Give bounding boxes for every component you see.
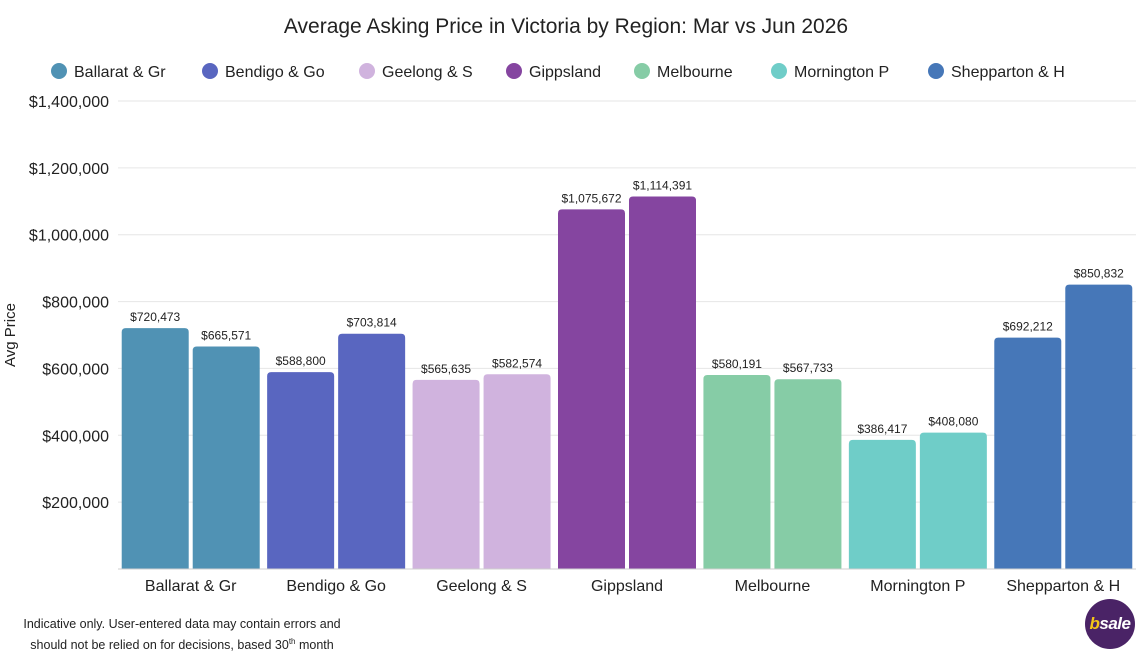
data-label: $580,191 <box>712 357 762 371</box>
x-tick-label: Melbourne <box>735 578 811 595</box>
data-label: $567,733 <box>783 361 833 375</box>
x-tick-label: Gippsland <box>591 578 663 595</box>
legend-marker <box>634 63 650 79</box>
bar-bendigo-and-go-mar <box>267 372 335 569</box>
legend-item-gippsland: Gippsland <box>506 63 601 81</box>
data-label: $692,212 <box>1003 320 1053 334</box>
data-labels: $720,473 $665,571 $588,800 $703,814 $565,635… <box>130 178 1124 435</box>
bar-shepparton-and-h-mar <box>994 337 1062 569</box>
legend-item-shepparton-and-h: Shepparton & H <box>928 63 1065 81</box>
data-label: $703,814 <box>347 316 397 330</box>
legend-marker <box>928 63 944 79</box>
bar-shepparton-and-h-jun <box>1065 284 1133 569</box>
y-tick-label: $1,000,000 <box>29 228 109 245</box>
legend-label: Gippsland <box>529 64 601 81</box>
y-tick-label: $600,000 <box>42 361 109 378</box>
x-tick-label: Ballarat & Gr <box>145 578 237 595</box>
bar-geelong-and-s-jun <box>483 374 551 569</box>
y-tick-label: $1,400,000 <box>29 94 109 111</box>
legend-item-geelong-and-s: Geelong & S <box>359 63 473 81</box>
bar-bendigo-and-go-jun <box>338 333 406 569</box>
y-axis-label: Avg Price <box>2 303 19 367</box>
legend-label: Ballarat & Gr <box>74 64 166 81</box>
data-label: $850,832 <box>1074 267 1124 281</box>
legend-item-mornington-p: Mornington P <box>771 63 889 81</box>
x-tick-label: Mornington P <box>870 578 965 595</box>
data-label: $386,417 <box>857 422 907 436</box>
y-axis-ticks: $200,000 $400,000 $600,000 $800,000 $1,000,0… <box>29 94 109 512</box>
bar-mornington-p-jun <box>919 432 987 569</box>
y-tick-label: $400,000 <box>42 428 109 445</box>
bar-ballarat-and-gr-jun <box>192 346 260 569</box>
footnote: Indicative only. User-entered data may c… <box>4 616 360 654</box>
legend-item-ballarat-and-gr: Ballarat & Gr <box>51 63 166 81</box>
bar-melbourne-jun <box>774 379 842 569</box>
legend-marker <box>771 63 787 79</box>
legend-label: Melbourne <box>657 64 733 81</box>
bar-mornington-p-mar <box>848 439 916 569</box>
bar-gippsland-jun <box>629 196 696 569</box>
bsale-logo: bsale <box>1085 599 1135 649</box>
data-label: $582,574 <box>492 356 542 370</box>
legend-label: Geelong & S <box>382 64 473 81</box>
chart-title: Average Asking Price in Victoria by Regi… <box>284 15 848 38</box>
data-label: $720,473 <box>130 310 180 324</box>
legend-label: Mornington P <box>794 64 889 81</box>
y-tick-label: $1,200,000 <box>29 161 109 178</box>
y-tick-label: $800,000 <box>42 295 109 312</box>
footnote-line-1: Indicative only. User-entered data may c… <box>23 617 341 631</box>
data-label: $1,075,672 <box>561 191 621 205</box>
bar-ballarat-and-gr-mar <box>121 328 189 569</box>
legend: Ballarat & Gr Bendigo & Go Geelong & S Gipp… <box>51 63 1065 81</box>
data-label: $588,800 <box>276 354 326 368</box>
data-label: $565,635 <box>421 362 471 376</box>
legend-item-bendigo-and-go: Bendigo & Go <box>202 63 325 81</box>
footnote-line-2: should not be relied on for decisions, b… <box>30 637 334 653</box>
legend-item-melbourne: Melbourne <box>634 63 733 81</box>
legend-marker <box>202 63 218 79</box>
legend-marker <box>506 63 522 79</box>
legend-marker <box>359 63 375 79</box>
bar-melbourne-mar <box>703 375 771 569</box>
x-tick-label: Geelong & S <box>436 578 527 595</box>
bar-geelong-and-s-mar <box>412 379 480 569</box>
data-label: $665,571 <box>201 329 251 343</box>
y-tick-label: $200,000 <box>42 495 109 512</box>
legend-marker <box>51 63 67 79</box>
category-labels: Ballarat & Gr Bendigo & Go Geelong & S Gipp… <box>145 578 1120 595</box>
x-tick-label: Shepparton & H <box>1006 578 1120 595</box>
bars <box>121 196 1133 569</box>
bar-gippsland-mar <box>558 209 625 569</box>
legend-label: Bendigo & Go <box>225 64 325 81</box>
data-label: $408,080 <box>928 415 978 429</box>
x-tick-label: Bendigo & Go <box>286 578 386 595</box>
data-label: $1,114,391 <box>633 178 692 192</box>
legend-label: Shepparton & H <box>951 64 1065 81</box>
